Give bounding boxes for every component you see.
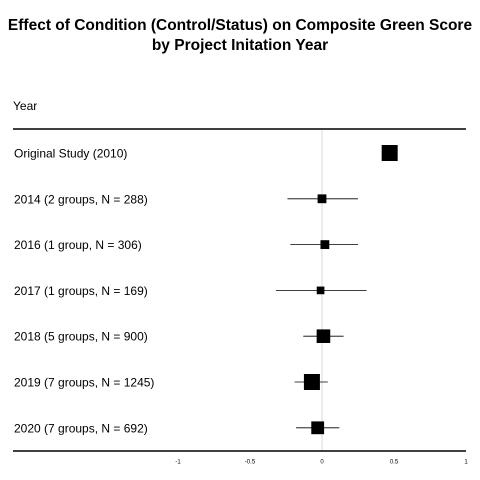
row-label: 2014 (2 groups, N = 288): [14, 192, 148, 206]
point-estimate: [316, 286, 325, 295]
point-estimate: [320, 240, 330, 249]
x-tick-label: -0.5: [245, 460, 256, 466]
x-tick-label: -1: [175, 460, 181, 466]
point-estimate: [317, 194, 327, 204]
x-tick-label: 0.5: [390, 460, 399, 466]
row-label: 2018 (5 groups, N = 900): [14, 330, 148, 344]
point-estimate: [311, 421, 325, 435]
row-label: 2017 (1 groups, N = 169): [14, 284, 148, 298]
x-tick-label: 0: [320, 460, 324, 466]
x-tick-label: 1: [464, 460, 468, 466]
row-label: Original Study (2010): [14, 147, 127, 161]
point-estimate: [303, 374, 320, 390]
column-header: Year: [13, 99, 38, 113]
row-label: 2020 (7 groups, N = 692): [14, 421, 148, 435]
row-label: 2016 (1 group, N = 306): [14, 238, 142, 252]
point-estimate: [316, 329, 331, 343]
chart-title-line2: by Project Initation Year: [151, 37, 329, 54]
chart-title-line1: Effect of Condition (Control/Status) on …: [7, 17, 473, 34]
chart-title: Effect of Condition (Control/Status) on …: [0, 16, 480, 56]
point-estimate: [381, 145, 398, 161]
row-label: 2019 (7 groups, N = 1245): [14, 376, 154, 390]
